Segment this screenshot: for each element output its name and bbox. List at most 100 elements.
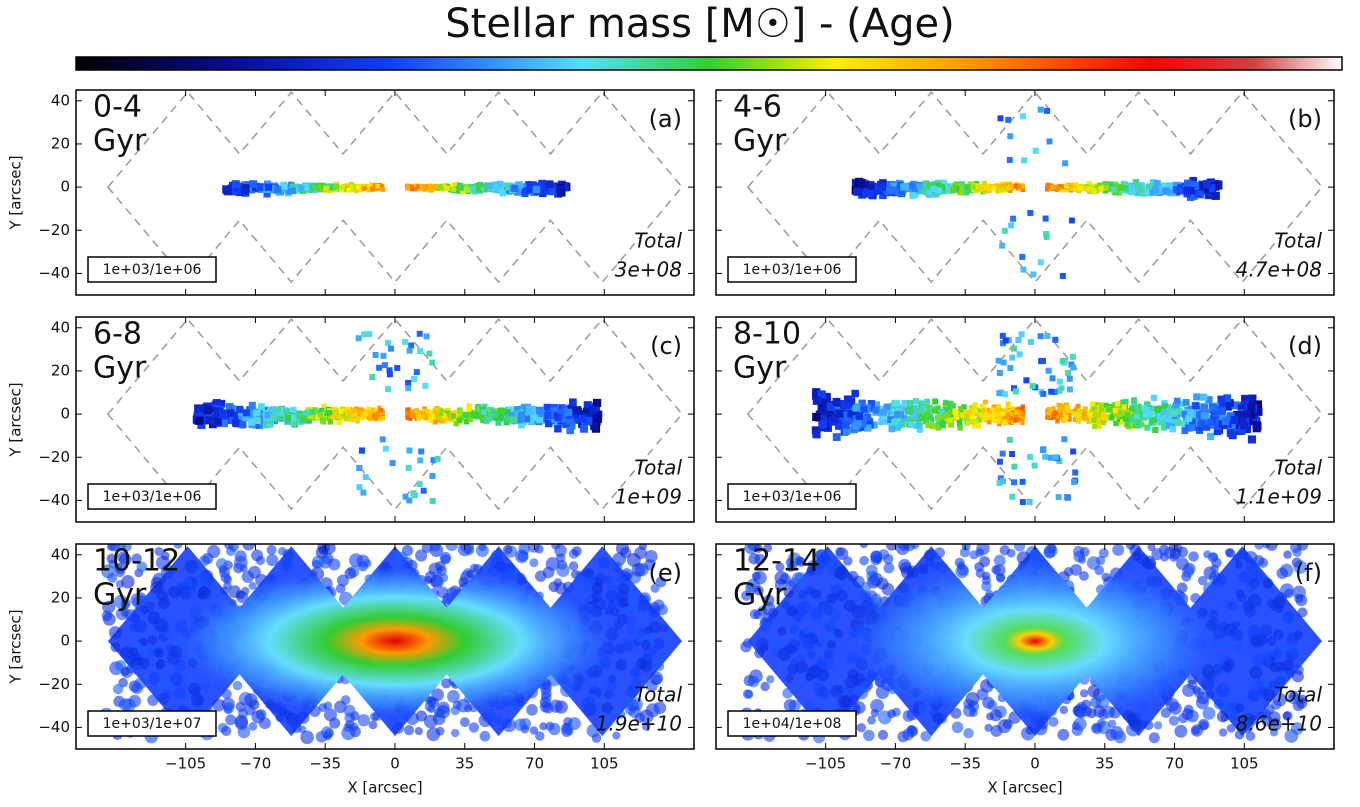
bin	[630, 677, 642, 689]
bin	[1006, 156, 1013, 163]
bin	[1001, 183, 1006, 189]
bin	[323, 185, 330, 192]
bin	[1168, 715, 1180, 726]
bin	[924, 411, 931, 418]
bin	[557, 188, 566, 197]
bin	[659, 624, 668, 633]
bin	[858, 399, 866, 407]
bin	[775, 562, 785, 572]
bin	[320, 410, 327, 417]
bin	[1296, 697, 1308, 709]
bin	[815, 648, 825, 657]
bin	[210, 410, 219, 419]
total-label: Total	[1274, 456, 1322, 480]
bin	[1276, 567, 1289, 579]
bin	[826, 698, 839, 711]
bin	[1227, 601, 1238, 611]
bin	[867, 715, 876, 725]
bin	[235, 701, 246, 712]
bin	[521, 187, 529, 195]
bin	[804, 699, 813, 709]
bin	[554, 544, 567, 557]
bin	[832, 433, 841, 441]
bin	[611, 561, 623, 573]
bin	[1037, 259, 1044, 266]
bin	[177, 585, 192, 599]
bin	[1103, 184, 1110, 191]
bin	[439, 551, 452, 564]
bin	[394, 365, 401, 372]
bin	[1275, 675, 1286, 686]
bin	[1213, 698, 1225, 710]
bin	[1129, 544, 1142, 556]
bin	[1175, 419, 1182, 427]
bin	[413, 369, 420, 376]
bin	[321, 403, 327, 410]
bin	[924, 189, 931, 196]
bin	[197, 420, 206, 429]
bin	[1005, 337, 1012, 344]
bin	[887, 709, 897, 719]
bin	[1262, 577, 1274, 589]
bin	[917, 400, 924, 407]
bin	[1031, 462, 1038, 469]
bin	[416, 412, 421, 418]
bin	[1285, 652, 1295, 662]
bin	[1247, 690, 1259, 702]
bin	[493, 715, 503, 726]
bin	[1079, 689, 1089, 698]
bin	[475, 544, 489, 558]
bin	[379, 436, 386, 443]
bin	[133, 619, 148, 633]
bin	[1118, 184, 1125, 191]
bin	[1234, 729, 1245, 740]
bin	[856, 178, 865, 188]
bin	[1073, 186, 1079, 192]
bin	[422, 382, 429, 389]
bin	[1206, 418, 1214, 426]
bin	[242, 414, 250, 422]
bin	[655, 576, 667, 588]
bin	[586, 723, 601, 738]
bin	[548, 722, 561, 736]
bin	[996, 421, 1002, 427]
bin	[134, 677, 147, 690]
bin	[225, 714, 237, 726]
bin	[107, 572, 118, 583]
bin	[348, 413, 354, 419]
axes-frame	[715, 89, 1335, 296]
bin	[826, 409, 835, 418]
bin	[452, 182, 458, 189]
bin	[122, 698, 136, 712]
y-tick-label: 20	[51, 361, 70, 379]
bin	[320, 418, 327, 425]
bin	[938, 409, 945, 416]
bin	[1069, 353, 1076, 360]
total-value: 1.1e+09	[1236, 485, 1322, 509]
bin	[616, 591, 629, 604]
bin	[1002, 417, 1007, 422]
bin	[190, 693, 200, 703]
bin	[1076, 412, 1082, 418]
bin	[796, 653, 806, 663]
bin	[112, 683, 124, 695]
bin	[446, 690, 460, 703]
bin	[1057, 728, 1070, 741]
bin	[754, 648, 765, 659]
bin	[195, 410, 204, 419]
bin	[783, 699, 797, 712]
bin	[1046, 184, 1051, 190]
bin	[1124, 421, 1131, 428]
bin	[423, 184, 428, 190]
bin	[424, 576, 433, 585]
bin	[1051, 405, 1056, 411]
bin	[840, 400, 849, 408]
bin	[355, 184, 361, 190]
bin	[1268, 680, 1277, 689]
bin	[466, 412, 473, 418]
bin	[1273, 596, 1286, 609]
bin	[770, 647, 781, 658]
bin	[410, 186, 415, 192]
bin	[1093, 402, 1099, 408]
bin	[939, 420, 946, 427]
